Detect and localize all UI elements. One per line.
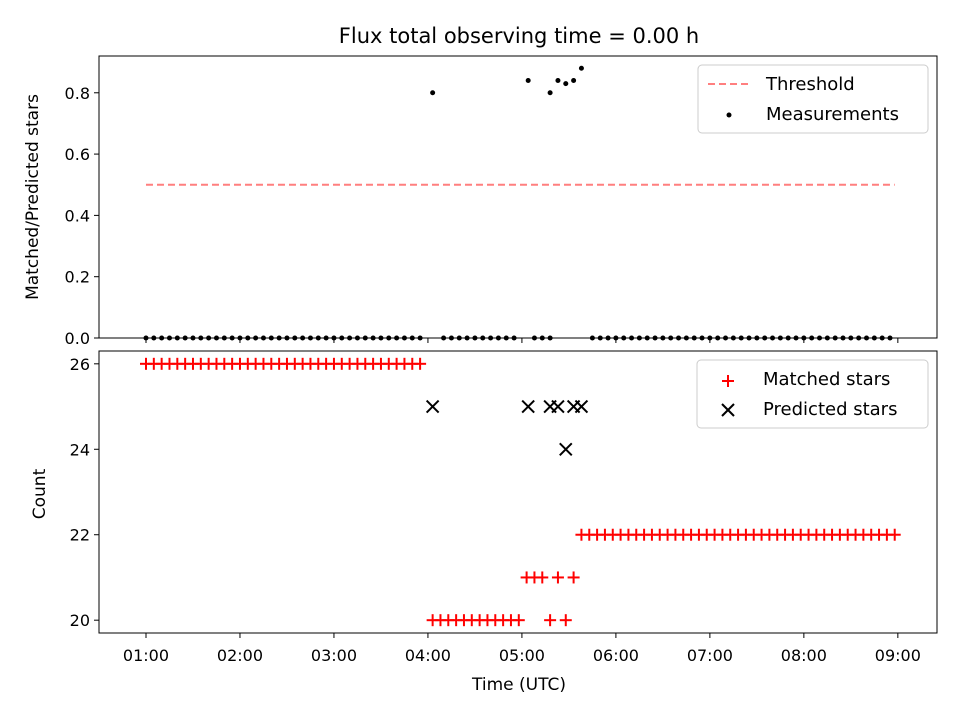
x-tick-label: 04:00 — [405, 646, 451, 665]
measurement-point — [430, 90, 436, 96]
x-tick-label: 08:00 — [781, 646, 827, 665]
y-tick-label: 0.6 — [65, 145, 90, 164]
bottom-y-ticks: 20 22 24 26 — [70, 355, 99, 630]
measurement-point — [555, 78, 561, 84]
matched-point — [512, 614, 525, 627]
y-tick-label: 0.2 — [65, 268, 90, 287]
y-tick-label: 0.4 — [65, 206, 90, 225]
top-y-ticks: 0.0 0.2 0.4 0.6 0.8 — [65, 84, 99, 348]
y-tick-label: 0.8 — [65, 84, 90, 103]
measurements-legend-label: Measurements — [766, 104, 899, 125]
top-y-axis-title: Matched/Predicted stars — [23, 94, 43, 300]
matched-point — [551, 571, 564, 584]
matched-point — [559, 614, 572, 627]
measurement-point — [578, 65, 584, 71]
x-tick-label: 03:00 — [311, 646, 357, 665]
measurement-point — [525, 78, 531, 84]
predicted-point — [521, 399, 535, 414]
x-tick-label: 06:00 — [593, 646, 639, 665]
predicted-legend-label: Predicted stars — [763, 399, 897, 420]
predicted-series — [425, 399, 589, 456]
threshold-legend-label: Threshold — [765, 74, 855, 95]
top-legend-box — [697, 64, 929, 134]
x-axis-title: Time (UTC) — [471, 675, 566, 695]
x-tick-label: 05:00 — [499, 646, 545, 665]
predicted-point — [551, 399, 565, 414]
x-tick-label: 09:00 — [875, 646, 921, 665]
matched-legend-swatch — [722, 375, 734, 387]
bottom-legend: Matched stars Predicted stars — [696, 359, 929, 429]
y-tick-label: 26 — [70, 355, 90, 374]
matched-legend-label: Matched stars — [763, 369, 890, 390]
x-tick-label: 07:00 — [687, 646, 733, 665]
x-tick-label: 02:00 — [217, 646, 263, 665]
measurements-legend-swatch — [726, 112, 732, 118]
measurement-point — [547, 90, 553, 96]
chart-title: Flux total observing time = 0.00 h — [339, 24, 699, 48]
bottom-y-axis-title: Count — [30, 468, 50, 519]
predicted-point — [425, 399, 440, 414]
matched-point — [544, 614, 557, 627]
matched-point — [567, 571, 580, 584]
matched-point — [536, 571, 549, 584]
y-tick-label: 0.0 — [65, 329, 90, 348]
matched-series — [139, 357, 901, 627]
predicted-legend-swatch — [721, 403, 735, 417]
matched-point — [888, 528, 901, 541]
predicted-point — [574, 399, 589, 414]
x-tick-label: 01:00 — [123, 646, 169, 665]
top-plot-frame — [98, 55, 938, 339]
bottom-legend-box — [696, 359, 929, 429]
bottom-x-ticks: 01:00 02:00 03:00 04:00 05:00 06:00 07:00 08:00… — [123, 633, 921, 665]
bottom-plot-frame — [98, 350, 938, 634]
measurement-point — [571, 78, 577, 84]
predicted-point — [559, 442, 573, 456]
measurement-point — [563, 81, 569, 87]
top-x-ticks — [145, 338, 899, 343]
y-tick-label: 22 — [70, 526, 90, 545]
y-tick-label: 20 — [70, 611, 90, 630]
y-tick-label: 24 — [70, 440, 90, 459]
top-legend: Threshold Measurements — [697, 64, 929, 134]
matched-point — [414, 357, 427, 370]
